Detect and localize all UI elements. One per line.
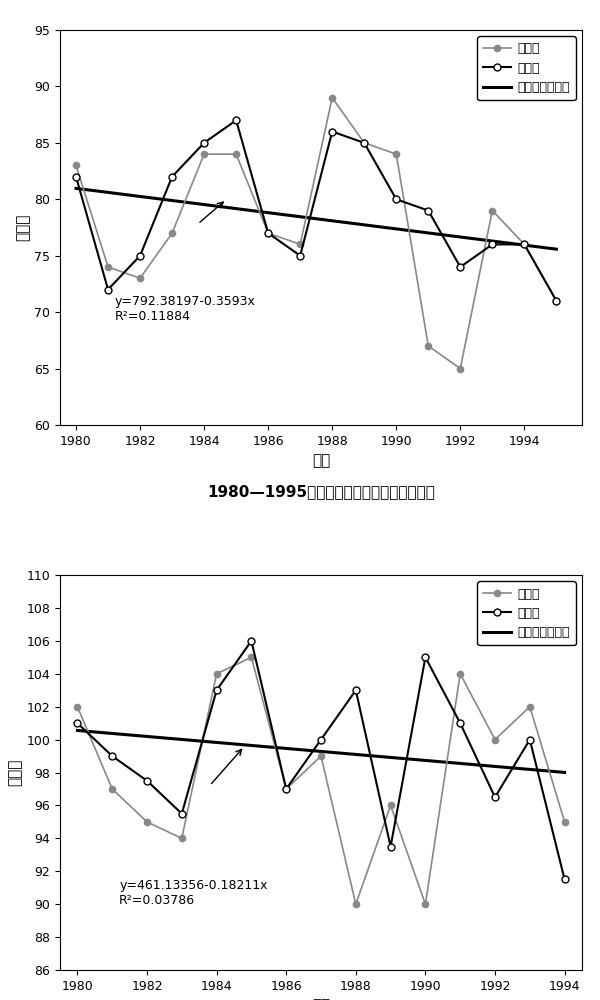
Line: 模拟值: 模拟值: [74, 637, 568, 883]
模拟值: [213, 684, 220, 696]
观测值: [200, 148, 208, 160]
模拟值: [317, 734, 325, 746]
模拟值: [178, 808, 185, 820]
模拟值: [491, 791, 499, 803]
观测值: [143, 816, 151, 828]
模拟值: [104, 284, 112, 296]
观测值: [561, 816, 568, 828]
模拟值: [392, 193, 400, 205]
Text: y=792.38197-0.3593x
R²=0.11884: y=792.38197-0.3593x R²=0.11884: [115, 295, 256, 323]
Line: 观测值: 观测值: [74, 654, 568, 907]
观测值: [392, 148, 400, 160]
模拟值: [329, 126, 336, 138]
模拟值: [526, 734, 533, 746]
观测值: [317, 750, 325, 762]
观测值: [74, 701, 81, 713]
模拟值: [489, 238, 496, 250]
观测值: [169, 227, 176, 239]
观测值: [526, 701, 533, 713]
观测值: [422, 898, 429, 910]
观测值: [521, 238, 528, 250]
观测值: [104, 261, 112, 273]
观测值: [425, 340, 432, 352]
观测值: [352, 898, 359, 910]
Y-axis label: 儘略日: 儘略日: [15, 214, 30, 241]
Line: 观测值: 观测值: [73, 95, 560, 372]
观测值: [361, 137, 368, 149]
Line: 模拟值: 模拟值: [73, 117, 560, 304]
观测值: [283, 783, 290, 795]
观测值: [178, 832, 185, 844]
观测值: [457, 668, 464, 680]
模拟值: [387, 841, 394, 853]
模拟值: [200, 137, 208, 149]
模拟值: [361, 137, 368, 149]
模拟值: [457, 261, 464, 273]
观测值: [489, 205, 496, 217]
模拟值: [143, 775, 151, 787]
观测值: [265, 227, 272, 239]
X-axis label: 年份: 年份: [312, 998, 330, 1000]
模拟值: [296, 250, 304, 262]
模拟值: [457, 717, 464, 729]
观测值: [109, 783, 116, 795]
模拟值: [283, 783, 290, 795]
模拟值: [265, 227, 272, 239]
模拟值: [73, 171, 80, 183]
模拟值: [136, 250, 143, 262]
观测值: [248, 651, 255, 663]
模拟值: [248, 635, 255, 647]
Legend: 观测值, 模拟值, 模拟值线性趋势: 观测值, 模拟值, 模拟值线性趋势: [477, 581, 576, 645]
模拟值: [169, 171, 176, 183]
X-axis label: 年份: 年份: [312, 453, 330, 468]
观测值: [491, 734, 499, 746]
观测值: [233, 148, 240, 160]
Y-axis label: 儘略日: 儘略日: [7, 759, 22, 786]
模拟值: [233, 114, 240, 126]
观测值: [213, 668, 220, 680]
观测值: [329, 92, 336, 104]
观测值: [136, 272, 143, 284]
模拟值: [109, 750, 116, 762]
模拟值: [352, 684, 359, 696]
模拟值: [425, 205, 432, 217]
模拟值: [74, 717, 81, 729]
模拟值: [561, 873, 568, 885]
观测值: [296, 238, 304, 250]
观测值: [457, 363, 464, 375]
模拟值: [422, 651, 429, 663]
观测值: [553, 295, 560, 307]
Text: 1980—1995年南京市金钟花初花期模拟结果: 1980—1995年南京市金钟花初花期模拟结果: [207, 484, 435, 499]
模拟值: [553, 295, 560, 307]
Legend: 观测值, 模拟值, 模拟值线性趋势: 观测值, 模拟值, 模拟值线性趋势: [477, 36, 576, 100]
观测值: [387, 799, 394, 811]
Text: y=461.13356-0.18211x
R²=0.03786: y=461.13356-0.18211x R²=0.03786: [119, 879, 268, 907]
模拟值: [521, 238, 528, 250]
观测值: [73, 159, 80, 171]
